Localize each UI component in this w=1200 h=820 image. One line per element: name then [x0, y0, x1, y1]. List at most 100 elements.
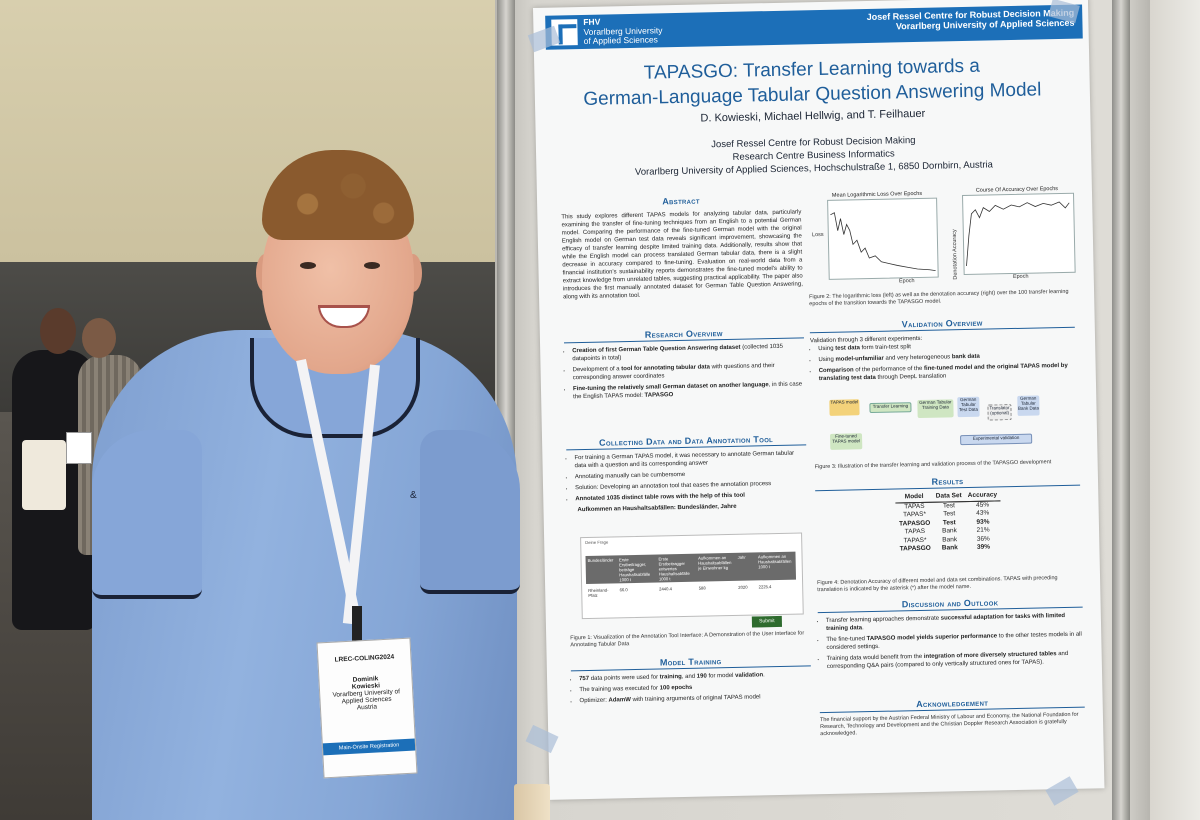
accuracy-curve-svg	[966, 201, 1070, 267]
research-item: Creation of first German Table Question …	[572, 342, 804, 363]
tool-cell: 2225.4	[758, 584, 772, 590]
training-item-bold: 190	[696, 673, 707, 680]
training-list: 757 data points were used for training, …	[571, 670, 812, 705]
paper-cup	[514, 784, 550, 820]
discussion-list: Transfer learning approaches demonstrate…	[818, 612, 1084, 672]
validation-item-text: Using	[818, 356, 836, 364]
abstract-heading: Abstract	[662, 195, 700, 207]
diagram-translator-box: Translator (optional)	[987, 404, 1012, 421]
side-wall	[1150, 0, 1200, 820]
validation-item-bold: model-unfamiliar	[835, 355, 884, 363]
validation-list: Using test data form train-test split Us…	[810, 340, 1076, 384]
diagram-bank-data-box: German Tabular Bank Data	[1017, 395, 1040, 416]
validation-item-text: of the performance of the	[853, 365, 925, 374]
validation-overview-section: Validation Overview Validation through 3…	[809, 316, 1076, 387]
collecting-item: For training a German TAPAS model, it wa…	[574, 449, 806, 470]
validation-item-bold: test data	[835, 345, 860, 352]
results-table: Model Data Set Accuracy TAPAS Test 45% TAPA…	[895, 491, 1001, 554]
board-frame-right	[1112, 0, 1130, 820]
tool-table-row: Rheinland-Pfalz 66.0 2440.4 588 2020 222…	[586, 582, 796, 600]
tool-cell: 2440.4	[659, 586, 672, 592]
figure1-caption: Figure 1: Visualization of the Annotatio…	[570, 630, 805, 649]
accuracy-curve	[966, 201, 1070, 267]
accuracy-plot-ylabel: Denotation Accuracy	[951, 229, 959, 280]
annotation-tool-title: Aufkommen an Haushaltsabfällen: Bundeslä…	[577, 503, 737, 514]
research-heading: Research Overview	[563, 327, 804, 344]
research-list: Creation of first German Table Question …	[564, 342, 805, 401]
loss-plot	[827, 197, 939, 280]
presenter-collar	[250, 338, 420, 438]
training-item-text: for model	[706, 672, 736, 680]
results-body: TAPAS Test 45% TAPAS* Test 43% TAPASGO Test 93% T…	[896, 500, 1002, 554]
tool-cell: 2020	[738, 584, 748, 590]
model-training-section: Model Training 757 data points were used…	[570, 655, 812, 708]
figure2-caption: Figure 2: The logarithmic loss (left) as…	[809, 288, 1069, 308]
presenter-left-eye	[300, 262, 316, 269]
research-item-bold: Creation of first German Table Question …	[572, 344, 741, 355]
poster-title: TAPASGO: Transfer Learning towards a Ger…	[534, 51, 1090, 113]
accuracy-plot	[962, 192, 1076, 276]
tool-cell: 66.0	[619, 587, 628, 593]
validation-item-text: and very heterogeneous	[883, 354, 952, 362]
tool-column-header: Bundesländer	[587, 557, 614, 563]
training-item-text: , and	[681, 673, 697, 681]
results-col-header: Data Set	[932, 492, 965, 502]
acknowledgement-section: Acknowledgement The financial support by…	[819, 696, 1086, 739]
discussion-item-text: Transfer learning approaches demonstrate	[825, 615, 941, 624]
ack-heading: Acknowledgement	[819, 696, 1085, 714]
training-item-text: Optimizer:	[579, 697, 609, 705]
loss-plot-xlabel: Epoch	[898, 278, 915, 285]
training-item-text: .	[763, 672, 765, 679]
bystander-man-head	[82, 318, 116, 358]
loss-plot-ylabel: Loss	[811, 231, 824, 239]
tool-column-header: Aufkommen an Haushaltsabfällen je Einwoh…	[697, 555, 732, 571]
hall-wall	[0, 0, 500, 262]
figure4-caption: Figure 4: Denotation Accuracy of differe…	[817, 575, 1058, 594]
loss-curve	[830, 212, 936, 272]
research-poster: FHV Vorarlberg University of Applied Sci…	[533, 0, 1105, 800]
discussion-item-text: .	[862, 625, 864, 632]
validation-heading: Validation Overview	[809, 316, 1075, 334]
discussion-heading: Discussion and Outlook	[817, 596, 1083, 614]
training-item-text: The training was executed for	[579, 685, 660, 694]
validation-item-bold: Comparison	[818, 367, 854, 375]
centre-name: Josef Ressel Centre for Robust Decision …	[867, 8, 1075, 32]
accuracy-plot-xlabel: Epoch	[1012, 273, 1029, 281]
research-item-bold: TAPASGO	[644, 392, 674, 399]
tool-question-label: Deine Frage	[585, 539, 609, 546]
ack-text: The financial support by the Austrian Fe…	[819, 711, 1079, 738]
diagram-training-data-box: German Tabular Training Data	[917, 399, 954, 419]
tool-column-header: Erste Erstbeitragger, beiträge Haushalts…	[618, 557, 651, 583]
tool-cell: Rheinland-Pfalz	[588, 587, 609, 598]
tool-column-header: Erste Erstbeitragger entwertes Haushalts…	[658, 556, 690, 582]
loss-curve-svg	[830, 212, 936, 272]
poster-affiliation: Josef Ressel Centre for Robust Decision …	[536, 130, 1092, 181]
discussion-item-bold: TAPASGO model yields superior performanc…	[866, 633, 998, 643]
research-overview-section: Research Overview Creation of first Germ…	[563, 327, 805, 404]
diagram-validation-box: Experimental validation	[960, 433, 1033, 446]
training-item-bold: validation	[735, 672, 764, 679]
discussion-section: Discussion and Outlook Transfer learning…	[817, 596, 1084, 675]
bystander-badge	[66, 432, 92, 464]
results-col-header: Accuracy	[964, 491, 1001, 502]
training-item-text: data points were used for	[589, 674, 660, 682]
tool-column-header: Jahr	[737, 554, 746, 560]
diagram-finetuned-box: Fine-tuned TAPAS model	[829, 433, 863, 450]
poster-header-bar: FHV Vorarlberg University of Applied Sci…	[545, 4, 1083, 50]
results-cell: Bank	[941, 544, 958, 552]
name-badge: LREC-COLING2024 Dominik Kowieski Vorarlb…	[316, 637, 418, 779]
validation-item-bold: bank data	[951, 353, 980, 361]
training-item-bold: training	[659, 674, 682, 681]
training-item-bold: 757	[579, 675, 590, 683]
training-item-bold: 100 epochs	[659, 684, 693, 692]
research-item-bold: tool for annotating tabular data	[621, 364, 711, 373]
badge-footer: Main-Onsite Registration	[322, 738, 416, 756]
bystander-woman-head	[40, 308, 76, 354]
training-item: Optimizer: AdamW with training arguments…	[579, 692, 811, 705]
tool-submit-button: Submit	[751, 615, 783, 628]
validation-item-text: Using	[818, 345, 836, 353]
research-item-bold: Fine-tuning the relatively small German …	[572, 382, 769, 393]
diagram-test-data-box: German Tabular Test Data	[957, 396, 980, 418]
research-item: Fine-tuning the relatively small German …	[573, 380, 805, 401]
